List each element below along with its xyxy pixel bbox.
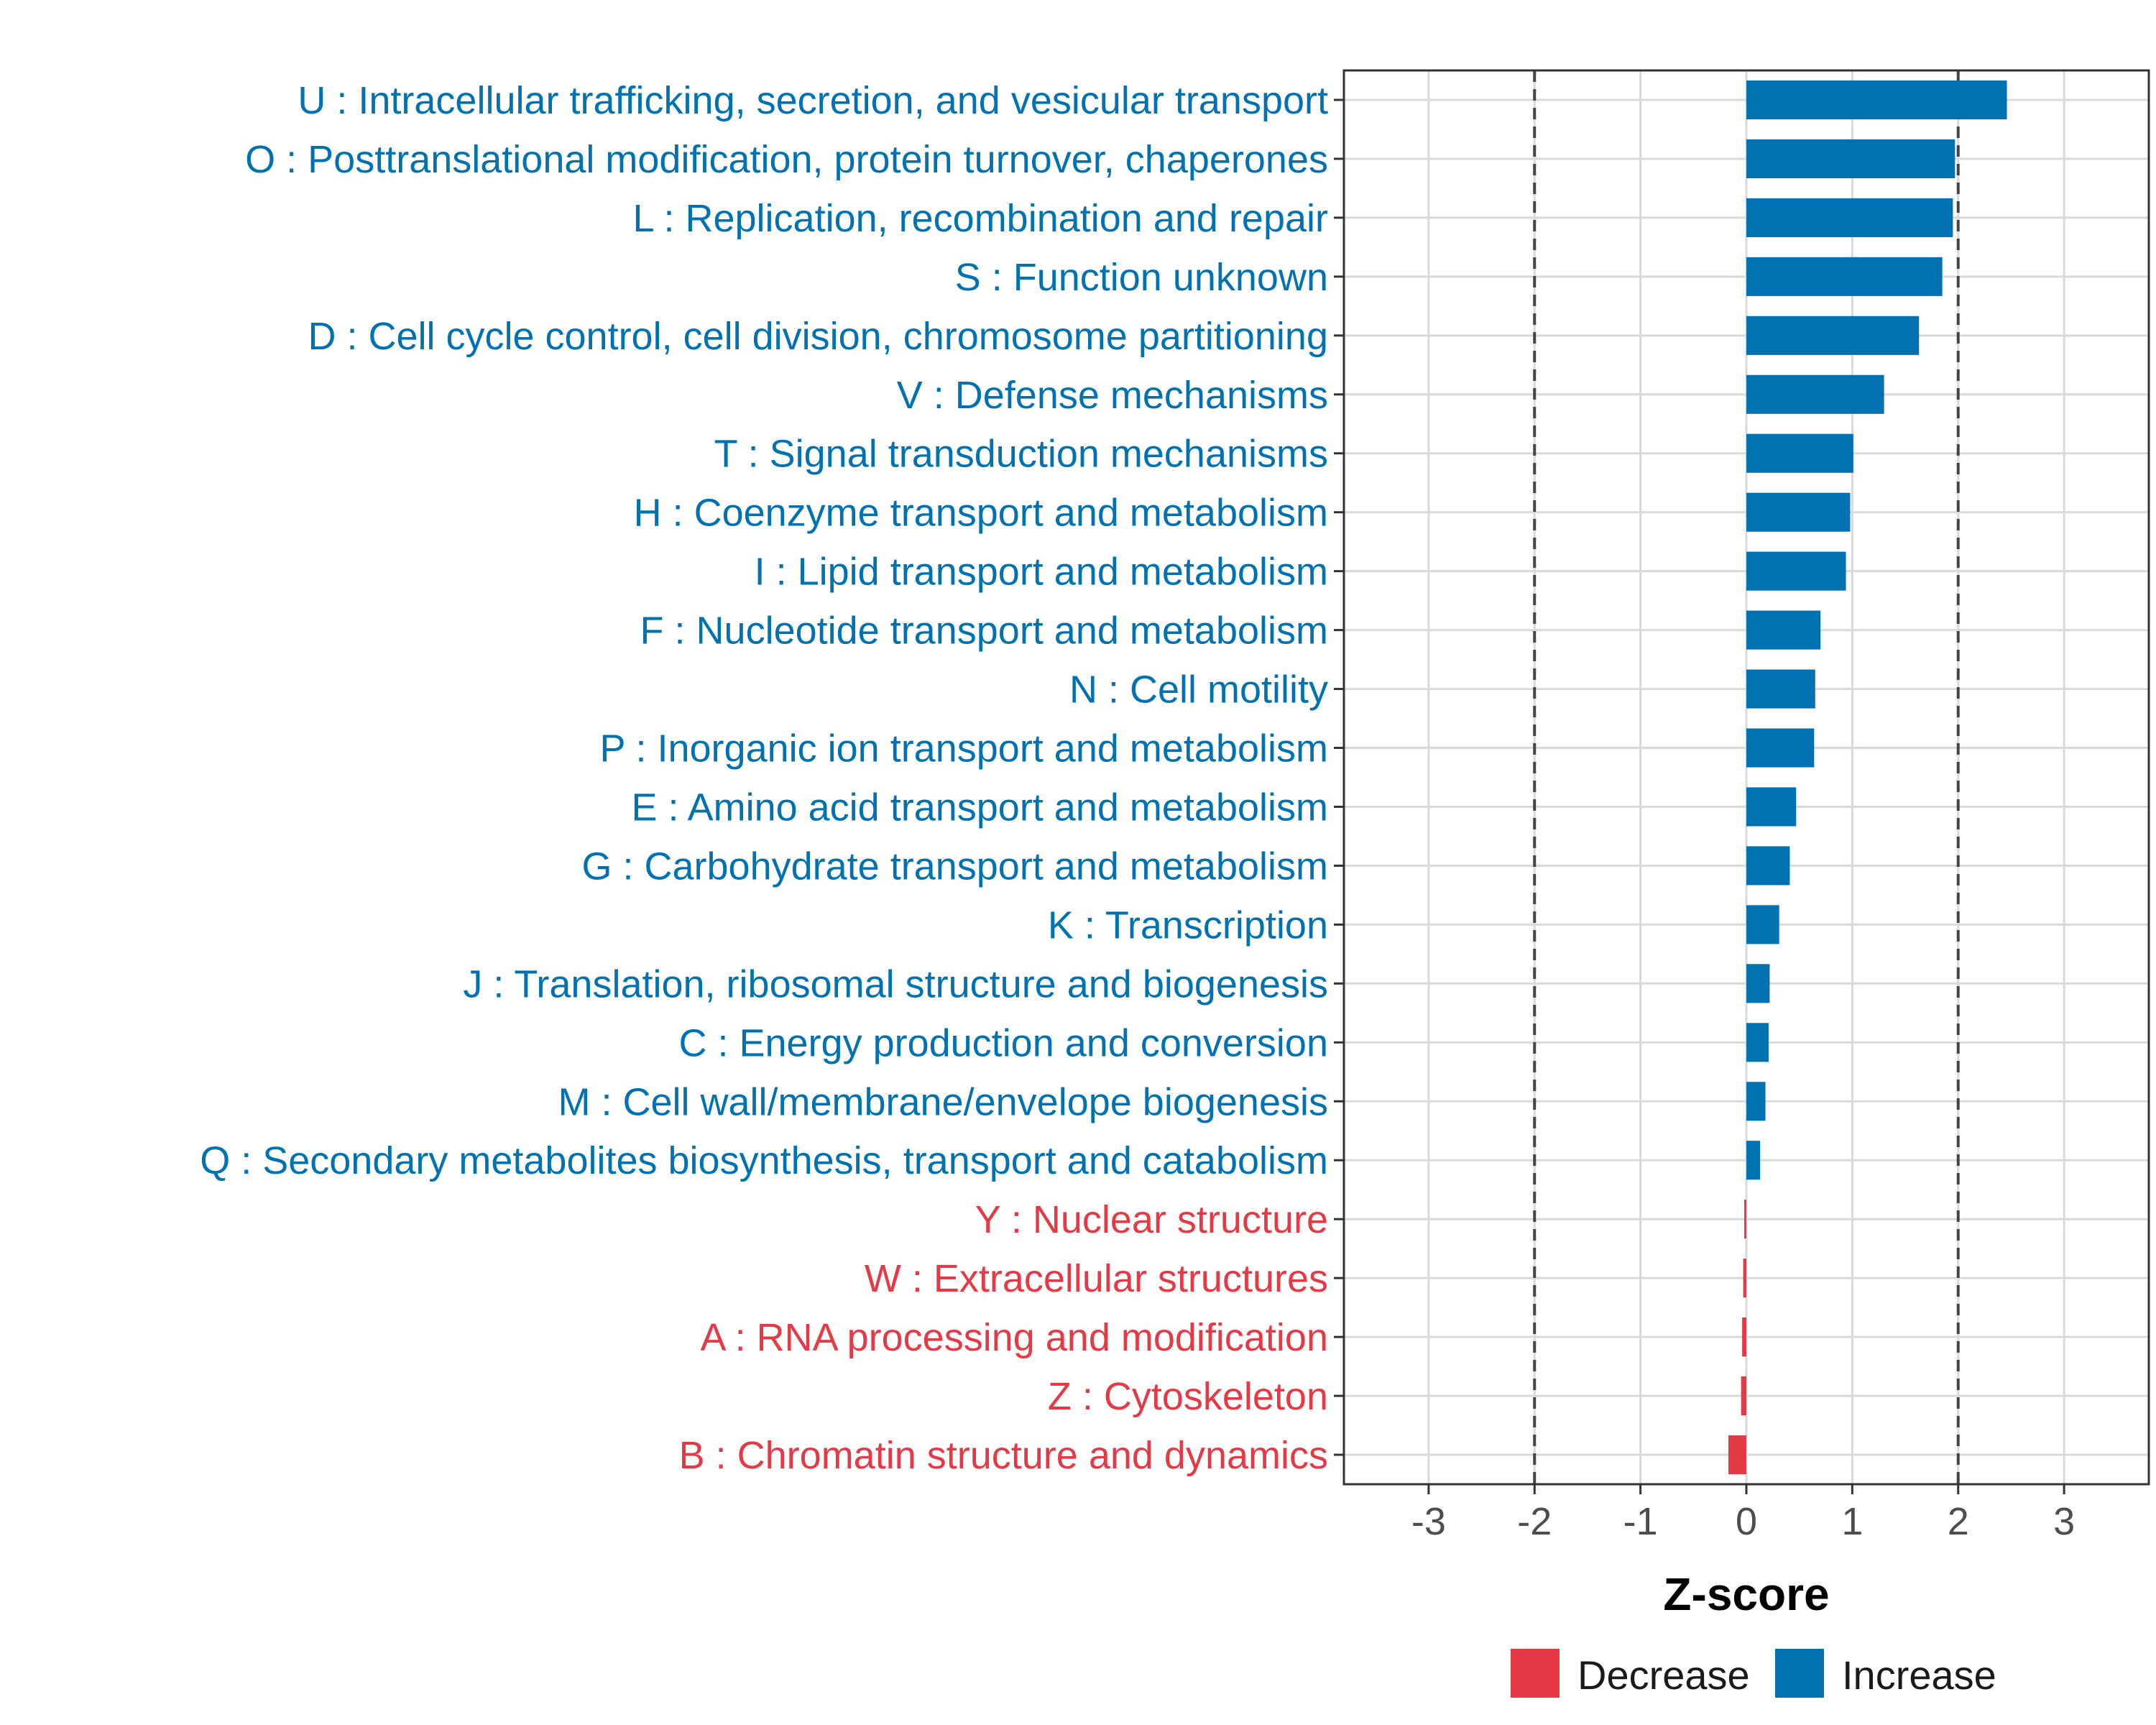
- bar: [1746, 1141, 1761, 1180]
- bar: [1742, 1317, 1746, 1357]
- bar: [1746, 80, 2007, 120]
- bar: [1746, 374, 1884, 414]
- bar: [1746, 198, 1953, 237]
- category-label: O : Posttranslational modification, prot…: [245, 138, 1328, 181]
- category-label: M : Cell wall/membrane/envelope biogenes…: [558, 1080, 1328, 1123]
- bar: [1746, 257, 1943, 296]
- bar: [1741, 1376, 1746, 1416]
- category-label: G : Carbohydrate transport and metabolis…: [582, 845, 1329, 888]
- bar: [1746, 787, 1797, 827]
- legend-label-decrease: Decrease: [1577, 1652, 1750, 1698]
- x-tick-label: 1: [1841, 1500, 1863, 1543]
- bar: [1746, 433, 1853, 473]
- category-label: C : Energy production and conversion: [678, 1021, 1328, 1064]
- x-tick-label: -1: [1623, 1500, 1658, 1543]
- x-tick-label: 2: [1948, 1500, 1969, 1543]
- bar: [1746, 316, 1920, 355]
- bars: [1728, 80, 2007, 1475]
- category-label: D : Cell cycle control, cell division, c…: [308, 315, 1328, 358]
- x-tick-label: -3: [1411, 1500, 1446, 1543]
- y-axis-category-labels: U : Intracellular trafficking, secretion…: [200, 79, 1328, 1477]
- category-label: F : Nucleotide transport and metabolism: [640, 610, 1328, 653]
- category-label: T : Signal transduction mechanisms: [714, 433, 1328, 476]
- bar: [1746, 669, 1815, 709]
- bar: [1746, 728, 1815, 768]
- category-label: I : Lipid transport and metabolism: [755, 551, 1328, 594]
- category-label: U : Intracellular trafficking, secretion…: [298, 79, 1328, 122]
- bar: [1728, 1435, 1746, 1475]
- category-label: V : Defense mechanisms: [897, 374, 1328, 417]
- x-tick-label: 0: [1736, 1500, 1757, 1543]
- bar: [1746, 139, 1955, 178]
- bar: [1746, 551, 1846, 591]
- category-label: Q : Secondary metabolites biosynthesis, …: [200, 1139, 1328, 1182]
- x-axis-ticks: -3 -2 -1 0 1 2 3: [1411, 1484, 2075, 1543]
- x-tick-label: -2: [1517, 1500, 1552, 1543]
- legend-label-increase: Increase: [1842, 1652, 1996, 1698]
- x-axis-title: Z-score: [1663, 1568, 1829, 1620]
- category-label: K : Transcription: [1048, 903, 1328, 947]
- category-label: Z : Cytoskeleton: [1048, 1375, 1328, 1418]
- category-label: W : Extracellular structures: [865, 1257, 1328, 1300]
- y-axis-ticks: [1334, 98, 1344, 1456]
- category-label: P : Inorganic ion transport and metaboli…: [599, 727, 1328, 770]
- category-label: Y : Nuclear structure: [975, 1198, 1328, 1241]
- category-label: A : RNA processing and modification: [701, 1316, 1328, 1359]
- bar: [1746, 492, 1851, 532]
- bar: [1744, 1200, 1746, 1239]
- category-label: E : Amino acid transport and metabolism: [632, 786, 1328, 829]
- category-label: L : Replication, recombination and repai…: [632, 197, 1328, 240]
- bar: [1746, 964, 1770, 1003]
- legend: Decrease Increase: [1511, 1649, 1996, 1698]
- bar: [1746, 1023, 1769, 1062]
- category-label: J : Translation, ribosomal structure and…: [463, 962, 1328, 1006]
- category-label: H : Coenzyme transport and metabolism: [634, 492, 1328, 535]
- category-label: B : Chromatin structure and dynamics: [679, 1434, 1328, 1477]
- reference-lines: [1533, 70, 1960, 1484]
- category-label: S : Function unknown: [955, 256, 1328, 299]
- bar: [1746, 905, 1779, 944]
- category-label: N : Cell motility: [1069, 668, 1328, 712]
- bar: [1743, 1259, 1746, 1298]
- legend-swatch-decrease: [1511, 1649, 1560, 1698]
- legend-swatch-increase: [1775, 1649, 1824, 1698]
- bar: [1746, 1082, 1766, 1121]
- x-tick-label: 3: [2053, 1500, 2075, 1543]
- bar: [1746, 846, 1790, 886]
- bar: [1746, 610, 1821, 650]
